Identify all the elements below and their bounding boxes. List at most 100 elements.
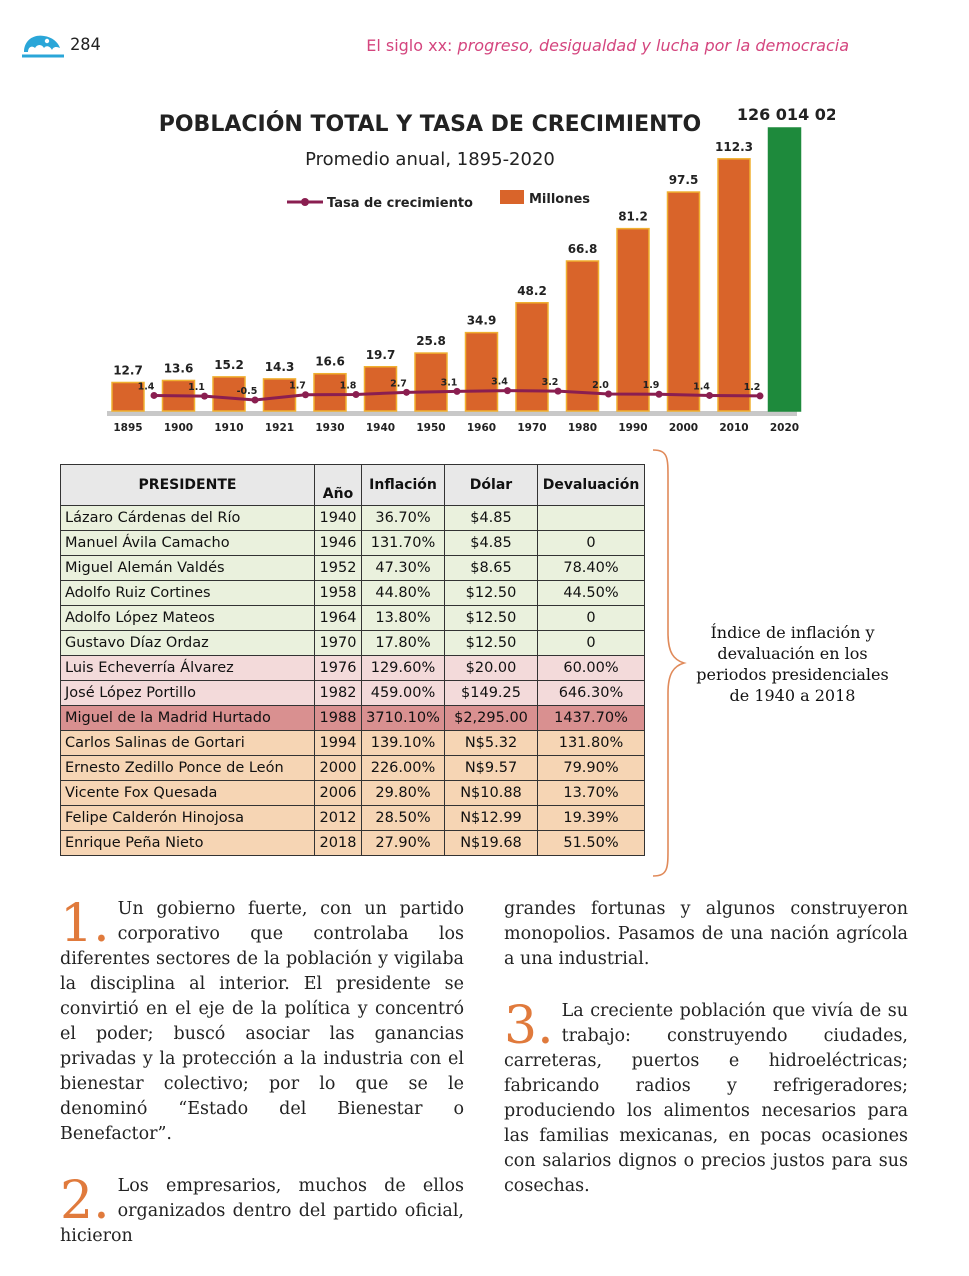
- growth-rate-label: 3.4: [491, 377, 508, 388]
- growth-rate-point: [655, 390, 663, 398]
- bar-value-label: 12.7: [113, 363, 143, 377]
- growth-rate-point: [403, 388, 410, 396]
- x-tick-label: 1940: [366, 422, 395, 434]
- paragraph-3: 3. La creciente población que vivía de su…: [504, 999, 908, 1199]
- growth-rate-label: 1.9: [643, 380, 660, 391]
- cell-inflacion: 13.80%: [361, 605, 445, 631]
- cell-presidente: Vicente Fox Quesada: [60, 780, 315, 806]
- growth-rate-point: [302, 391, 309, 399]
- x-tick-label: 1900: [164, 422, 193, 434]
- table-row: Ernesto Zedillo Ponce de León 2000 226.00%…: [60, 755, 645, 781]
- cell-devaluacion: 0: [537, 605, 645, 631]
- growth-rate-point: [150, 391, 158, 399]
- bar-value-label: 34.9: [467, 314, 497, 328]
- legend-line-label: Tasa de crecimiento: [327, 196, 473, 211]
- header-inflacion: Inflación: [361, 464, 445, 506]
- cell-presidente: Miguel de la Madrid Hurtado: [60, 705, 315, 731]
- paragraph-2: 2. Los empresarios, muchos de ellos organ…: [60, 1174, 464, 1249]
- bar-value-label: 15.2: [214, 358, 244, 372]
- header-dolar: Dólar: [444, 464, 538, 506]
- cell-anio: 1988: [314, 705, 362, 731]
- growth-rate-label: 2.7: [390, 378, 407, 389]
- bar-1895: [111, 381, 145, 412]
- cell-presidente: Miguel Alemán Valdés: [60, 555, 315, 581]
- x-tick-label: 2000: [669, 422, 698, 434]
- x-tick-label: 1990: [618, 422, 647, 434]
- cell-anio: 1940: [314, 505, 362, 531]
- text-column-left: 1. Un gobierno fuerte, con un partido cor…: [60, 897, 464, 1276]
- cell-inflacion: 29.80%: [361, 780, 445, 806]
- bar-value-label: 81.2: [618, 210, 648, 224]
- growth-rate-point: [453, 387, 461, 395]
- cell-devaluacion: 646.30%: [537, 680, 645, 706]
- cell-devaluacion: [537, 505, 645, 531]
- inflation-table: PRESIDENTE Año Inflación Dólar Devaluaci…: [60, 464, 645, 856]
- bar-1940: [363, 366, 398, 412]
- cell-presidente: Luis Echeverría Álvarez: [60, 655, 315, 681]
- growth-rate-label: 1.7: [289, 381, 306, 392]
- growth-rate-point: [251, 396, 259, 404]
- growth-rate-point: [756, 392, 764, 400]
- bar-1990: [616, 227, 650, 412]
- cell-dolar: $20.00: [444, 655, 538, 681]
- bar-2010: [717, 158, 751, 412]
- cell-anio: 2012: [314, 805, 362, 831]
- bar-1930: [313, 372, 347, 412]
- bar-1980: [565, 260, 600, 412]
- cell-presidente: Carlos Salinas de Gortari: [60, 730, 315, 756]
- paragraph-2-continued: grandes fortunas y algunos construyeron …: [504, 899, 908, 969]
- cell-dolar: $149.25: [444, 680, 538, 706]
- table-row: Luis Echeverría Álvarez 1976 129.60% $20.00…: [60, 655, 645, 681]
- bar-1910: [212, 376, 246, 412]
- table-row: Miguel Alemán Valdés 1952 47.30% $8.65 78.40…: [60, 555, 645, 581]
- cell-dolar: N$19.68: [444, 830, 538, 856]
- cell-inflacion: 226.00%: [361, 755, 445, 781]
- growth-rate-label: 1.4: [138, 381, 155, 392]
- cell-dolar: $12.50: [444, 630, 538, 656]
- bar-value-label: 13.6: [164, 361, 194, 375]
- cell-inflacion: 36.70%: [361, 505, 445, 531]
- cell-anio: 1970: [314, 630, 362, 656]
- growth-rate-label: 2.0: [592, 380, 609, 391]
- bar-value-label: 25.8: [416, 334, 446, 348]
- cell-presidente: Adolfo López Mateos: [60, 605, 315, 631]
- table-row: Lázaro Cárdenas del Río 1940 36.70% $4.85: [60, 505, 645, 531]
- cell-inflacion: 129.60%: [361, 655, 445, 681]
- cell-anio: 1976: [314, 655, 362, 681]
- x-tick-label: 1930: [315, 422, 344, 434]
- table-row: Manuel Ávila Camacho 1946 131.70% $4.85 0: [60, 530, 645, 556]
- cell-presidente: Enrique Peña Nieto: [60, 830, 315, 856]
- right-brace-icon: [652, 449, 687, 877]
- bar-2000: [666, 191, 701, 412]
- bar-value-label: 97.5: [669, 173, 699, 187]
- growth-rate-point: [605, 390, 612, 398]
- table-row: Felipe Calderón Hinojosa 2012 28.50% N$12.9…: [60, 805, 645, 831]
- chart-title: POBLACIÓN TOTAL Y TASA DE CRECIMIENTO: [159, 111, 702, 137]
- cell-inflacion: 139.10%: [361, 730, 445, 756]
- cell-inflacion: 47.30%: [361, 555, 445, 581]
- legend-bar-label: Millones: [529, 192, 590, 207]
- cell-devaluacion: 60.00%: [537, 655, 645, 681]
- cell-dolar: $4.85: [444, 505, 538, 531]
- cell-dolar: $8.65: [444, 555, 538, 581]
- bar-1960: [464, 331, 499, 412]
- table-row: Adolfo López Mateos 1964 13.80% $12.50 0: [60, 605, 645, 631]
- paragraph-number-2: 2.: [60, 1171, 110, 1231]
- growth-rate-label: 1.4: [693, 381, 710, 392]
- cell-presidente: Ernesto Zedillo Ponce de León: [60, 755, 315, 781]
- cell-dolar: $12.50: [444, 605, 538, 631]
- bar-value-label: 19.7: [366, 348, 396, 362]
- chart-subtitle: Promedio anual, 1895-2020: [305, 149, 555, 170]
- x-tick-label: 1950: [416, 422, 445, 434]
- table-row: Enrique Peña Nieto 2018 27.90% N$19.68 51.50…: [60, 830, 645, 856]
- bar-value-label: 48.2: [517, 284, 547, 298]
- growth-rate-label: 1.2: [744, 382, 761, 393]
- cell-anio: 2000: [314, 755, 362, 781]
- chart-legend: Tasa de crecimiento Millones: [287, 190, 590, 211]
- paragraph-number-3: 3.: [504, 996, 554, 1056]
- x-tick-label: 1895: [113, 422, 142, 434]
- growth-rate-label: 1.1: [188, 382, 205, 393]
- cell-presidente: Lázaro Cárdenas del Río: [60, 505, 315, 531]
- growth-rate-label: -0.5: [237, 386, 258, 397]
- page-number: 284: [70, 35, 101, 55]
